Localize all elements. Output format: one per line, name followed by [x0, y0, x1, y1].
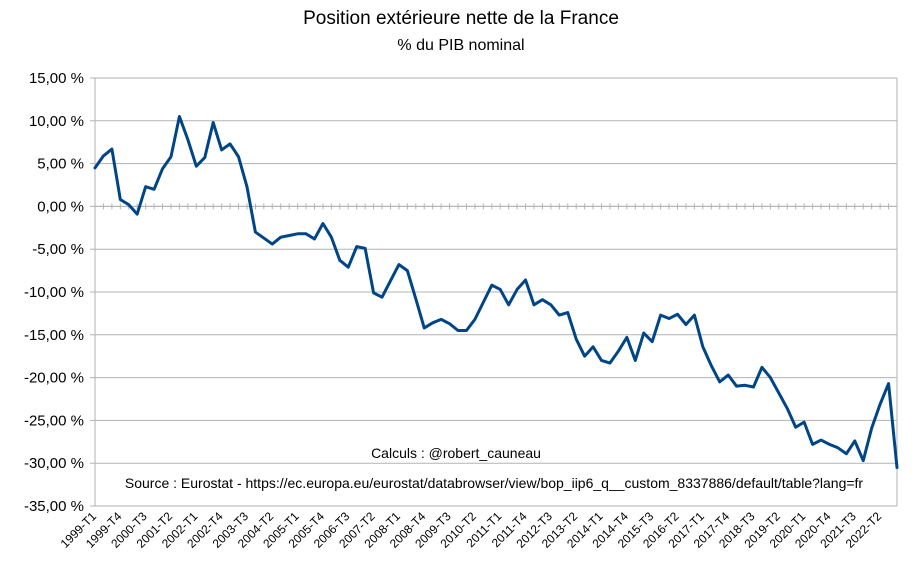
- annotation-source: Source : Eurostat - https://ec.europa.eu…: [125, 475, 864, 491]
- gridlines: [94, 77, 898, 507]
- series-line: [93, 115, 899, 469]
- y-tick-label: -10,00 %: [24, 284, 84, 301]
- y-tick-label: 10,00 %: [29, 113, 84, 130]
- annotation-calculs: Calculs : @robert_cauneau: [371, 445, 541, 461]
- y-axis: 15,00 % 10,00 % 5,00 % 0,00 % -5,00 % -10,00 …: [24, 70, 95, 515]
- y-tick-label: 0,00 %: [37, 198, 84, 215]
- series-group: [93, 115, 899, 469]
- y-tick-label: -20,00 %: [24, 370, 84, 387]
- y-tick-label: -25,00 %: [24, 412, 84, 429]
- chart-subtitle: % du PIB nominal: [397, 37, 524, 54]
- y-tick-label: -30,00 %: [24, 455, 84, 472]
- y-tick-label: -35,00 %: [24, 498, 84, 515]
- y-tick-label: -15,00 %: [24, 327, 84, 344]
- chart-title: Position extérieure nette de la France: [303, 8, 619, 29]
- y-tick-label: -5,00 %: [32, 241, 84, 258]
- y-tick-label: 15,00 %: [29, 70, 84, 87]
- y-tick-label: 5,00 %: [37, 156, 84, 173]
